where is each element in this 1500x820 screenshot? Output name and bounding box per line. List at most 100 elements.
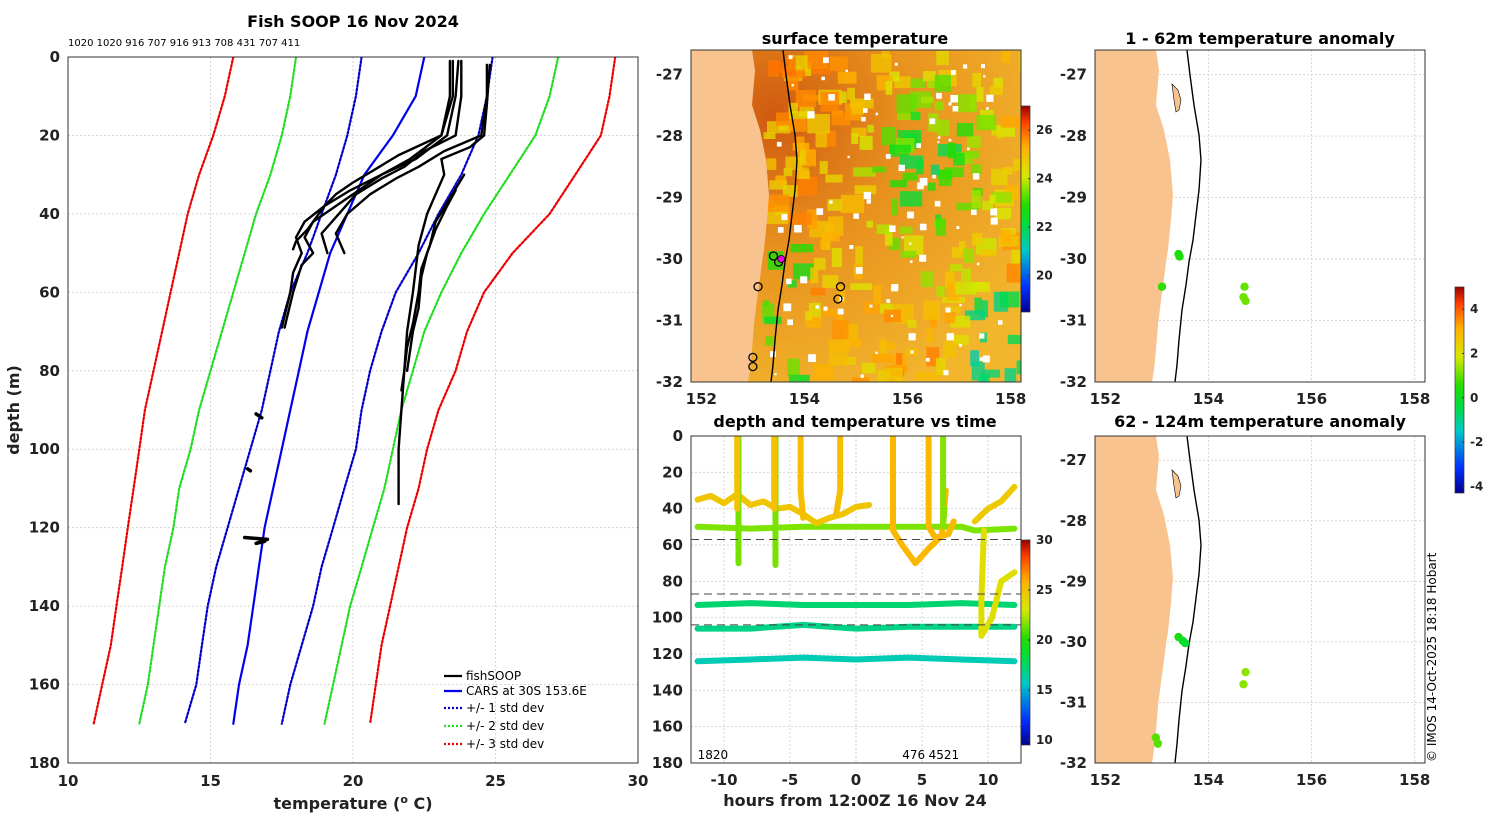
sst-cloud-gap xyxy=(861,116,866,122)
sst-patch xyxy=(991,192,1013,203)
profile-xtick: 30 xyxy=(628,772,649,790)
sst-ytick: -27 xyxy=(656,66,683,84)
profile-ytick: 100 xyxy=(29,440,60,458)
profile-panel: Fish SOOP 16 Nov 2024 1020 1020 916 707 … xyxy=(4,12,648,813)
anomaly-cbar-ticklabel: 0 xyxy=(1470,391,1478,405)
depth-time-cbar-ticklabel: 15 xyxy=(1036,683,1053,697)
sst-patch xyxy=(964,310,986,321)
profile-xtick: 15 xyxy=(200,772,221,790)
fishsoop-profile xyxy=(283,59,460,329)
sst-cloud-gap xyxy=(952,105,959,112)
sst-patch xyxy=(971,164,982,175)
anomaly-upper-point xyxy=(1175,252,1184,261)
std3-right-line xyxy=(369,57,617,725)
sst-patch xyxy=(783,56,796,76)
std2-right-line xyxy=(323,57,560,725)
depth-time-ytick: 0 xyxy=(673,427,683,445)
sst-patch xyxy=(889,144,911,153)
anomaly-cbar-ticklabel: 4 xyxy=(1470,302,1478,316)
sst-patch xyxy=(881,127,896,146)
sst-patch xyxy=(880,342,896,350)
sst-cloud-gap xyxy=(937,136,941,139)
profile-ytick: 180 xyxy=(29,754,60,772)
sst-patch xyxy=(861,362,876,374)
depth-time-cbar-ticklabel: 10 xyxy=(1036,733,1053,747)
depth-time-ytick: 100 xyxy=(652,609,683,627)
sst-patch xyxy=(851,101,865,115)
sst-cloud-gap xyxy=(990,217,998,225)
profile-ytick: 120 xyxy=(29,519,60,537)
sst-patch xyxy=(866,220,873,228)
sst-patch xyxy=(848,382,863,396)
sst-patch xyxy=(763,132,776,139)
sst-patch xyxy=(765,336,774,346)
sst-patch xyxy=(936,51,949,66)
sst-cbar-ticklabel: 24 xyxy=(1036,172,1053,186)
anomaly-lower-ytick: -31 xyxy=(1060,693,1087,711)
sst-patch xyxy=(902,172,918,181)
sst-cloud-gap xyxy=(823,57,829,64)
depth-time-ytick: 20 xyxy=(662,463,683,481)
sst-cloud-gap xyxy=(982,355,990,363)
sst-cloud-gap xyxy=(963,64,968,69)
sst-patch xyxy=(944,312,956,324)
sst-patch xyxy=(936,119,950,136)
sst-patch xyxy=(763,300,770,307)
anomaly-lower-point xyxy=(1239,680,1248,689)
sst-patch xyxy=(764,316,782,325)
profile-ytick: 140 xyxy=(29,597,60,615)
depth-time-track-cast-f xyxy=(833,436,844,518)
sst-station xyxy=(748,352,758,363)
sst-cloud-gap xyxy=(869,304,873,308)
sst-cloud-gap xyxy=(837,308,844,315)
sst-cloud-gap xyxy=(807,111,815,119)
sst-ytick: -30 xyxy=(656,250,683,268)
anomaly-upper-panel: 1 - 62m temperature anomaly 152 154 156 158… xyxy=(1060,29,1430,408)
profile-axes xyxy=(67,56,639,764)
sst-patch xyxy=(800,149,807,165)
profile-ytick: 40 xyxy=(39,205,60,223)
sst-patch xyxy=(880,303,894,314)
sst-cloud-gap xyxy=(917,182,924,190)
sst-cloud-gap xyxy=(979,333,985,339)
sst-cloud-gap xyxy=(776,141,782,147)
sst-patch xyxy=(851,377,869,382)
sst-patch xyxy=(935,218,947,236)
legend-std2: +/- 2 std dev xyxy=(466,719,544,733)
sst-cloud-gap xyxy=(890,314,894,318)
sst-cloud-gap xyxy=(979,357,984,361)
sst-patch xyxy=(910,112,921,121)
profile-xtick: 10 xyxy=(58,772,79,790)
anomaly-upper-ytick: -30 xyxy=(1060,250,1087,268)
sst-ytick: -29 xyxy=(656,189,683,207)
sst-patch xyxy=(907,320,917,328)
anomaly-lower-ytick: -28 xyxy=(1060,512,1087,530)
sst-patch xyxy=(806,209,818,230)
sst-colorbar xyxy=(1020,105,1031,313)
anomaly-cbar-ticklabel: 2 xyxy=(1470,346,1478,360)
depth-time-ytick: 180 xyxy=(652,754,683,772)
sst-patch xyxy=(953,335,969,345)
sst-patch xyxy=(963,248,975,263)
profile-ytick: 160 xyxy=(29,676,60,694)
sst-patch xyxy=(896,353,903,365)
sst-patch xyxy=(971,190,981,209)
anomaly-colorbar xyxy=(1454,286,1465,494)
profile-legend: fishSOOP CARS at 30S 153.6E +/- 1 std de… xyxy=(444,669,587,751)
sst-cloud-gap xyxy=(853,213,859,219)
sst-cloud-gap xyxy=(783,303,792,312)
sst-patch xyxy=(819,161,828,174)
sst-patch xyxy=(1023,88,1037,99)
sst-cloud-gap xyxy=(898,164,905,172)
sst-patch xyxy=(926,328,934,343)
sst-ship xyxy=(777,255,786,263)
sst-cloud-gap xyxy=(971,209,977,215)
sst-cloud-gap xyxy=(929,118,936,125)
profile-ytick: 0 xyxy=(50,48,60,66)
sst-cloud-gap xyxy=(909,242,912,245)
sst-patch xyxy=(996,130,1003,139)
sst-patch xyxy=(871,353,892,363)
sst-patch xyxy=(851,133,859,144)
fishsoop-blob xyxy=(254,412,264,420)
depth-time-track-cast-h xyxy=(925,436,957,541)
